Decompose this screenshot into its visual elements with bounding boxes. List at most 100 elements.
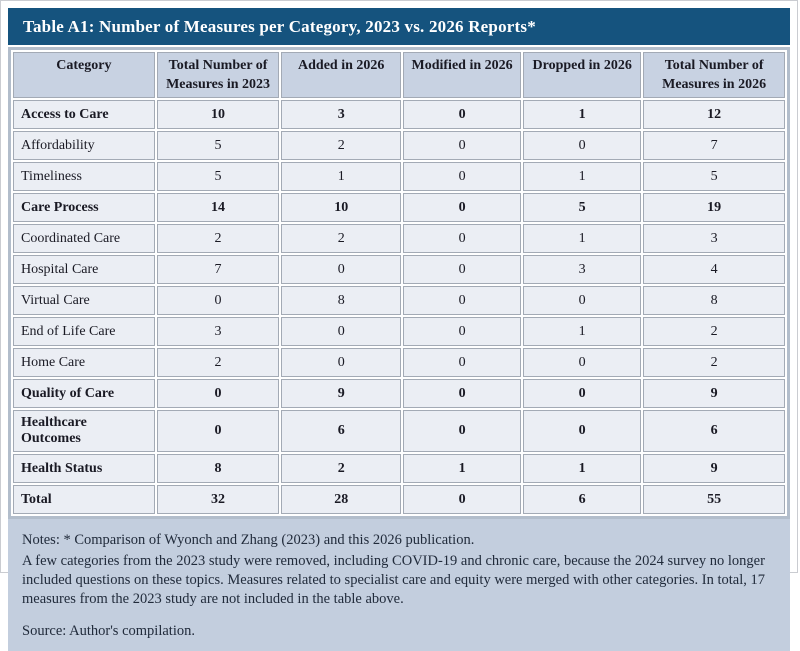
value-cell: 0 — [403, 255, 522, 284]
category-cell: End of Life Care — [13, 317, 155, 346]
value-cell: 0 — [523, 379, 642, 408]
value-cell: 3 — [156, 317, 280, 346]
value-cell: 10 — [281, 193, 402, 222]
category-cell: Home Care — [13, 348, 155, 377]
value-cell: 0 — [156, 286, 280, 315]
value-cell: 0 — [523, 410, 642, 452]
category-cell: Quality of Care — [13, 379, 155, 408]
value-cell: 0 — [403, 379, 522, 408]
value-cell: 0 — [523, 348, 642, 377]
table-row-health-status: Health Status 8 2 1 1 9 — [13, 454, 785, 483]
value-cell: 6 — [643, 410, 785, 452]
value-cell: 0 — [403, 224, 522, 253]
category-cell: Total — [13, 485, 155, 514]
value-cell: 2 — [156, 224, 280, 253]
value-cell: 2 — [281, 131, 402, 160]
value-cell: 1 — [523, 162, 642, 191]
value-cell: 5 — [523, 193, 642, 222]
value-cell: 2 — [643, 317, 785, 346]
table-row-quality-of-care: Quality of Care 0 9 0 0 9 — [13, 379, 785, 408]
table-row-virtual-care: Virtual Care 0 8 0 0 8 — [13, 286, 785, 315]
column-header-total-2023: Total Number of Measures in 2023 — [156, 52, 280, 98]
value-cell: 0 — [403, 100, 522, 129]
column-header-dropped-2026: Dropped in 2026 — [523, 52, 642, 98]
value-cell: 2 — [156, 348, 280, 377]
table-row-hospital-care: Hospital Care 7 0 0 3 4 — [13, 255, 785, 284]
value-cell: 0 — [403, 162, 522, 191]
column-header-modified-2026: Modified in 2026 — [403, 52, 522, 98]
notes-body: A few categories from the 2023 study wer… — [22, 553, 766, 608]
column-header-added-2026: Added in 2026 — [281, 52, 402, 98]
table-row-end-of-life-care: End of Life Care 3 0 0 1 2 — [13, 317, 785, 346]
value-cell: 0 — [403, 193, 522, 222]
value-cell: 2 — [281, 454, 402, 483]
category-cell: Access to Care — [13, 100, 155, 129]
column-header-total-2026: Total Number of Measures in 2026 — [643, 52, 785, 98]
value-cell: 6 — [281, 410, 402, 452]
value-cell: 2 — [643, 348, 785, 377]
table-figure: Table A1: Number of Measures per Categor… — [8, 8, 790, 651]
value-cell: 0 — [403, 485, 522, 514]
value-cell: 7 — [643, 131, 785, 160]
table-row-access-to-care: Access to Care 10 3 0 1 12 — [13, 100, 785, 129]
value-cell: 0 — [403, 348, 522, 377]
notes-line: Notes: * Comparison of Wyonch and Zhang … — [22, 532, 475, 548]
table-row-home-care: Home Care 2 0 0 0 2 — [13, 348, 785, 377]
value-cell: 6 — [523, 485, 642, 514]
value-cell: 0 — [523, 286, 642, 315]
value-cell: 1 — [281, 162, 402, 191]
value-cell: 0 — [156, 410, 280, 452]
source-line: Source: Author's compilation. — [22, 622, 195, 639]
notes-panel: Notes: * Comparison of Wyonch and Zhang … — [8, 519, 790, 651]
value-cell: 0 — [281, 348, 402, 377]
measures-table: Category Total Number of Measures in 202… — [8, 47, 790, 519]
category-cell: Health Status — [13, 454, 155, 483]
header-row: Category Total Number of Measures in 202… — [13, 52, 785, 98]
value-cell: 2 — [281, 224, 402, 253]
value-cell: 3 — [281, 100, 402, 129]
value-cell: 0 — [281, 317, 402, 346]
category-cell: Virtual Care — [13, 286, 155, 315]
value-cell: 0 — [156, 379, 280, 408]
category-cell: Coordinated Care — [13, 224, 155, 253]
value-cell: 1 — [523, 454, 642, 483]
value-cell: 0 — [403, 317, 522, 346]
value-cell: 5 — [156, 162, 280, 191]
column-header-category: Category — [13, 52, 155, 98]
value-cell: 9 — [643, 454, 785, 483]
table-row-timeliness: Timeliness 5 1 0 1 5 — [13, 162, 785, 191]
table-row-care-process: Care Process 14 10 0 5 19 — [13, 193, 785, 222]
table-body: Access to Care 10 3 0 1 12 Affordability… — [13, 100, 785, 514]
category-cell: Timeliness — [13, 162, 155, 191]
table-title-bar: Table A1: Number of Measures per Categor… — [8, 8, 790, 45]
category-cell: Hospital Care — [13, 255, 155, 284]
table-row-coordinated-care: Coordinated Care 2 2 0 1 3 — [13, 224, 785, 253]
table-row-affordability: Affordability 5 2 0 0 7 — [13, 131, 785, 160]
value-cell: 10 — [156, 100, 280, 129]
value-cell: 0 — [523, 131, 642, 160]
table-row-healthcare-outcomes: Healthcare Outcomes 0 6 0 0 6 — [13, 410, 785, 452]
category-cell: Healthcare Outcomes — [13, 410, 155, 452]
value-cell: 19 — [643, 193, 785, 222]
value-cell: 8 — [156, 454, 280, 483]
category-cell: Affordability — [13, 131, 155, 160]
value-cell: 0 — [403, 131, 522, 160]
value-cell: 4 — [643, 255, 785, 284]
value-cell: 32 — [156, 485, 280, 514]
value-cell: 5 — [643, 162, 785, 191]
category-cell: Care Process — [13, 193, 155, 222]
value-cell: 12 — [643, 100, 785, 129]
value-cell: 55 — [643, 485, 785, 514]
value-cell: 5 — [156, 131, 280, 160]
table-header: Category Total Number of Measures in 202… — [13, 52, 785, 98]
value-cell: 28 — [281, 485, 402, 514]
value-cell: 1 — [523, 224, 642, 253]
value-cell: 14 — [156, 193, 280, 222]
value-cell: 3 — [523, 255, 642, 284]
value-cell: 8 — [281, 286, 402, 315]
value-cell: 3 — [643, 224, 785, 253]
value-cell: 1 — [523, 100, 642, 129]
value-cell: 0 — [281, 255, 402, 284]
value-cell: 9 — [643, 379, 785, 408]
